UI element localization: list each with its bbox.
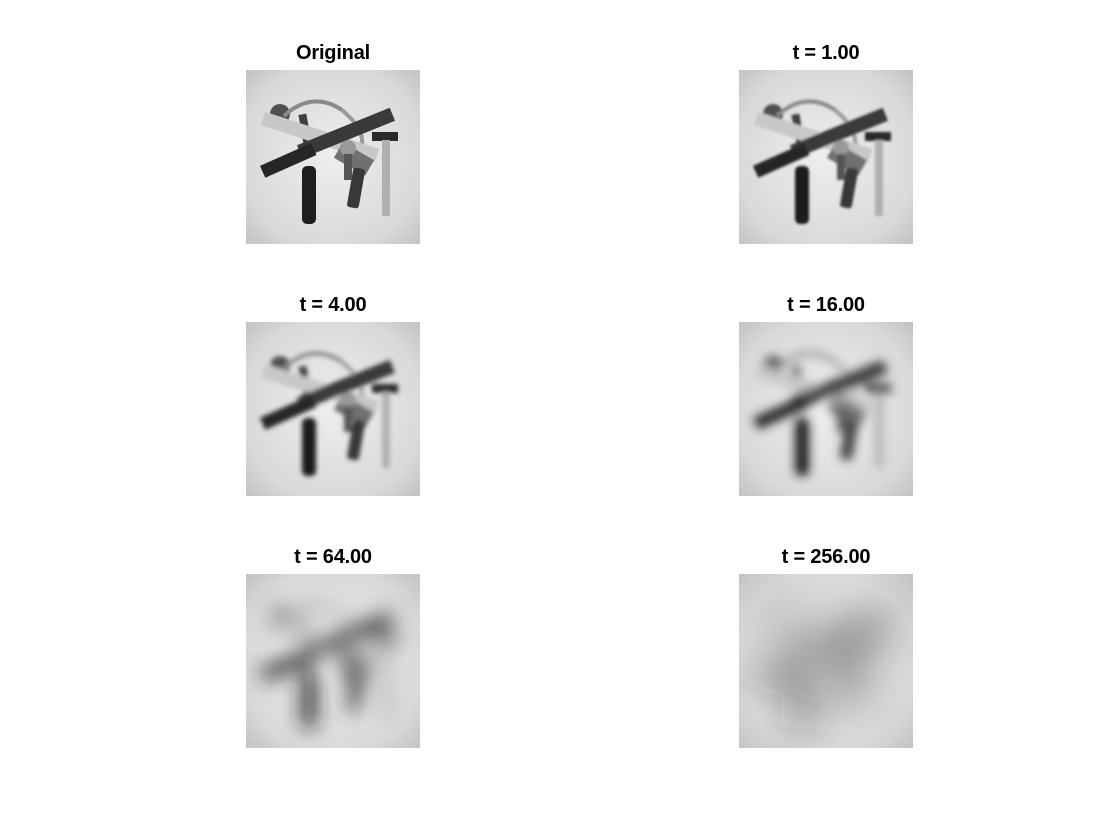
image-background — [246, 574, 420, 748]
panel-title: t = 16.00 — [787, 294, 865, 316]
tools-shapes — [752, 351, 891, 476]
tools-image — [739, 322, 913, 496]
panel-title: t = 64.00 — [294, 546, 372, 568]
image-background — [739, 70, 913, 244]
image-svg — [246, 322, 420, 496]
panel-title: Original — [296, 42, 370, 64]
tools-image — [246, 322, 420, 496]
tools-shapes — [259, 603, 398, 728]
tools-image — [739, 574, 913, 748]
image-background — [739, 322, 913, 496]
image-background — [246, 322, 420, 496]
panel-title: t = 4.00 — [299, 294, 367, 316]
tools-image — [246, 574, 420, 748]
tools-shapes — [259, 351, 398, 476]
tools-image — [739, 70, 913, 244]
tools-shapes — [752, 603, 891, 728]
image-svg — [739, 70, 913, 244]
tools-shapes — [259, 99, 398, 224]
image-svg — [739, 322, 913, 496]
image-background — [739, 574, 913, 748]
tools-shapes — [752, 99, 891, 224]
image-svg — [246, 70, 420, 244]
image-svg — [246, 574, 420, 748]
panel-title: t = 1.00 — [792, 42, 860, 64]
tools-image — [246, 70, 420, 244]
image-svg — [739, 574, 913, 748]
panel-title: t = 256.00 — [781, 546, 871, 568]
image-background — [246, 70, 420, 244]
